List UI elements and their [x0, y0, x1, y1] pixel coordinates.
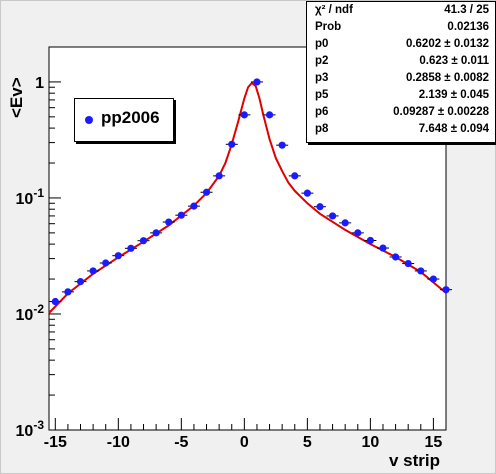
- data-points: [49, 78, 452, 306]
- x-tick-label: 15: [424, 434, 442, 451]
- data-point: [291, 172, 299, 180]
- x-tick-label: 10: [361, 434, 379, 451]
- stats-value: 0.6202 ± 0.0132: [405, 38, 489, 50]
- stats-row: χ² / ndf 41.3 / 25: [307, 4, 495, 20]
- data-point: [152, 229, 160, 237]
- data-point: [139, 237, 148, 245]
- y-axis-label: <Ev>: [7, 77, 26, 118]
- y-tick-label: 10-2: [16, 302, 45, 324]
- data-point: [316, 203, 324, 211]
- data-point: [429, 275, 437, 283]
- stats-key: p0: [315, 38, 329, 50]
- stats-row: p6 0.09287 ± 0.00228: [307, 106, 495, 122]
- data-point: [177, 211, 185, 219]
- data-point: [190, 202, 198, 210]
- y-axis-label-text: <Ev>: [7, 77, 26, 118]
- data-point: [303, 189, 311, 197]
- y-tick-label: 10-1: [16, 186, 45, 208]
- data-point: [102, 259, 110, 267]
- stats-value: 0.09287 ± 0.00228: [393, 106, 489, 118]
- data-point: [341, 219, 349, 227]
- x-tick-label: 0: [240, 434, 249, 451]
- stats-key: p8: [315, 123, 329, 135]
- stats-value: 0.2858 ± 0.0082: [405, 72, 489, 84]
- stats-key: Prob: [315, 21, 342, 33]
- data-point: [202, 188, 211, 196]
- stats-value: 0.623 ± 0.011: [419, 55, 489, 67]
- legend-marker: [85, 116, 93, 124]
- data-point: [379, 244, 387, 252]
- data-point: [278, 141, 286, 149]
- stats-value: 2.139 ± 0.045: [418, 89, 489, 101]
- data-point: [417, 267, 425, 275]
- stats-row: Prob 0.02136: [307, 21, 495, 37]
- data-point: [89, 267, 97, 275]
- data-point: [165, 218, 173, 226]
- x-tick-label: -15: [44, 434, 67, 451]
- data-point: [404, 259, 412, 268]
- legend-label: pp2006: [101, 108, 160, 127]
- stats-key: p3: [315, 72, 329, 84]
- axis-tick-labels: -15 -10 -5 0 5 10 15 10-3 10-2 10-1 1: [16, 75, 443, 451]
- x-tick-label: 5: [303, 434, 312, 451]
- x-tick-label: -10: [107, 434, 130, 451]
- data-point: [127, 244, 135, 252]
- stats-key: p5: [315, 89, 329, 101]
- stats-value: 41.3 / 25: [444, 4, 489, 16]
- stats-key: χ² / ndf: [315, 4, 353, 16]
- stats-row: p8 7.648 ± 0.094: [307, 123, 495, 139]
- x-axis-label: v strip: [389, 451, 441, 470]
- data-point: [240, 111, 248, 119]
- data-point: [442, 286, 450, 294]
- fit-stats-box: χ² / ndf 41.3 / 25 Prob 0.02136 p0 0.620…: [306, 1, 496, 143]
- data-point: [215, 172, 223, 180]
- axis-ticks: [49, 46, 447, 431]
- data-point: [354, 229, 362, 237]
- data-point: [51, 297, 59, 306]
- y-tick-label: 1: [35, 75, 44, 92]
- data-point: [328, 212, 337, 220]
- stats-row: p3 0.2858 ± 0.0082: [307, 72, 495, 88]
- data-point: [265, 111, 274, 119]
- data-point: [228, 140, 236, 148]
- stats-row: p0 0.6202 ± 0.0132: [307, 38, 495, 54]
- stats-key: p2: [315, 55, 329, 67]
- data-point: [366, 236, 374, 245]
- x-tick-label: -5: [174, 434, 188, 451]
- legend: pp2006: [74, 98, 174, 142]
- stats-row: p5 2.139 ± 0.045: [307, 89, 495, 105]
- data-point: [64, 288, 72, 296]
- stats-row: p2 0.623 ± 0.011: [307, 55, 495, 71]
- data-point: [114, 252, 122, 260]
- data-point: [253, 78, 261, 86]
- y-tick-label: 10-3: [16, 418, 45, 440]
- data-point: [76, 278, 85, 286]
- stats-value: 0.02136: [447, 21, 489, 33]
- stats-key: p6: [315, 106, 329, 118]
- data-point: [391, 253, 400, 261]
- fit-curve: [48, 81, 447, 314]
- stats-value: 7.648 ± 0.094: [418, 123, 489, 135]
